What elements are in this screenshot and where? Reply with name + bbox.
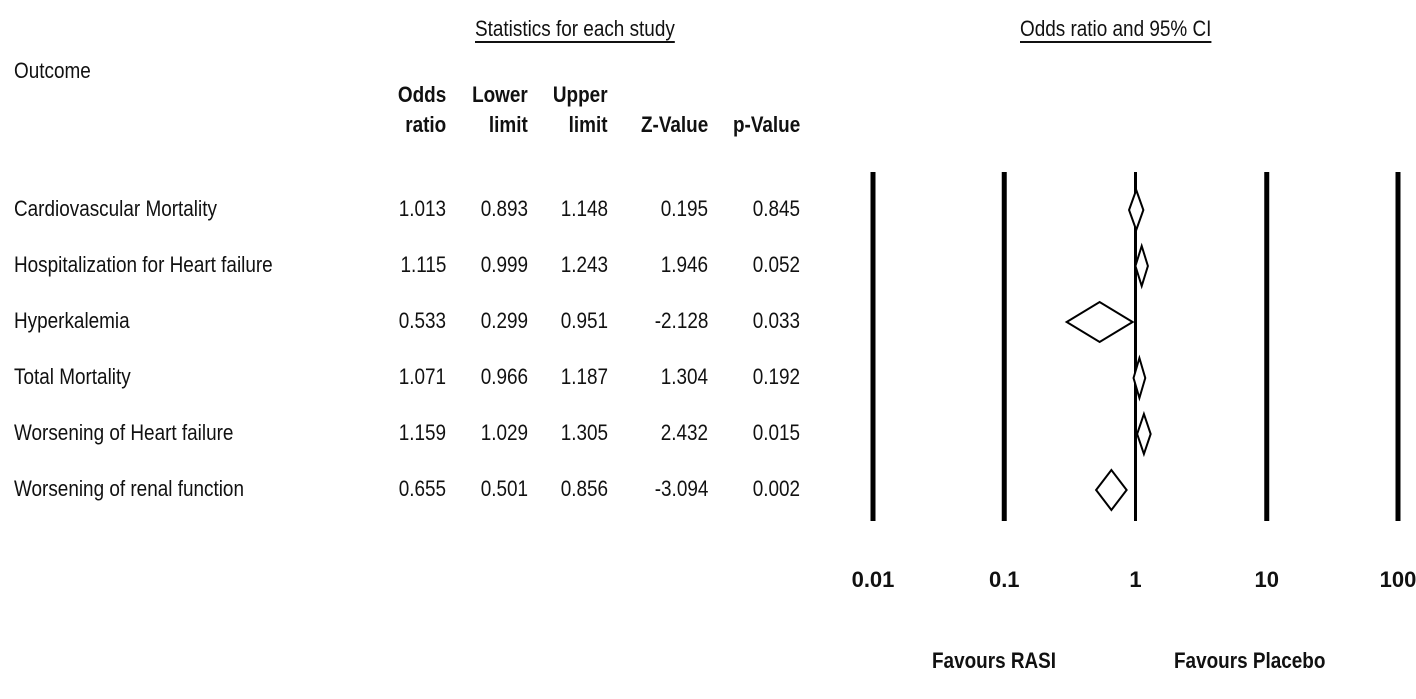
column-header-z-line2: Z-Value	[640, 112, 708, 137]
favours-right-label: Favours Placebo	[1174, 648, 1326, 673]
column-header-or: Odds ratio	[398, 80, 446, 140]
x-tick-label: 0.01	[852, 567, 895, 592]
cell-or: 0.533	[398, 308, 446, 333]
x-tick-label: 1	[1129, 567, 1141, 592]
point-diamond	[1094, 468, 1128, 512]
cell-lower: 0.501	[480, 476, 528, 501]
cell-p: 0.033	[752, 308, 800, 333]
row-label: Hospitalization for Heart failure	[14, 252, 273, 277]
column-header-or-line2: ratio	[404, 112, 446, 137]
row-label: Worsening of renal function	[14, 476, 244, 501]
cell-upper: 1.148	[560, 196, 608, 221]
cell-p: 0.845	[752, 196, 800, 221]
cell-z: -2.128	[654, 308, 708, 333]
column-header-lower-line1: Lower	[472, 82, 528, 107]
row-label: Total Mortality	[14, 364, 131, 389]
cell-upper: 1.305	[560, 420, 608, 445]
row-label: Worsening of Heart failure	[14, 420, 234, 445]
cell-p: 0.002	[752, 476, 800, 501]
point-diamond	[1127, 187, 1145, 233]
cell-lower: 1.029	[480, 420, 528, 445]
cell-or: 1.115	[400, 252, 446, 277]
row-label: Hyperkalemia	[14, 308, 130, 333]
cell-z: 0.195	[660, 196, 708, 221]
plot-title: Odds ratio and 95% CI	[1020, 16, 1212, 41]
x-tick-label: 100	[1380, 567, 1416, 592]
column-header-or-line1: Odds	[397, 82, 446, 107]
column-header-p: p-Value	[733, 80, 800, 140]
x-tick-label: 0.1	[989, 567, 1020, 592]
cell-lower: 0.999	[480, 252, 528, 277]
cell-z: 1.304	[660, 364, 708, 389]
column-header-lower-line2: limit	[489, 112, 528, 137]
cell-lower: 0.893	[480, 196, 528, 221]
cell-p: 0.052	[752, 252, 800, 277]
cell-or: 1.159	[398, 420, 446, 445]
cell-z: 1.946	[660, 252, 708, 277]
cell-upper: 1.243	[560, 252, 608, 277]
x-tick-label: 10	[1255, 567, 1279, 592]
point-diamond	[1132, 354, 1147, 402]
cell-upper: 0.856	[560, 476, 608, 501]
cell-or: 1.071	[398, 364, 446, 389]
cell-p: 0.192	[752, 364, 800, 389]
column-header-upper: Upper limit	[553, 80, 608, 140]
stats-title: Statistics for each study	[475, 16, 675, 41]
column-header-upper-line1: Upper	[553, 82, 608, 107]
column-header-upper-line2: limit	[569, 112, 608, 137]
column-header-lower: Lower limit	[472, 80, 528, 140]
cell-lower: 0.299	[480, 308, 528, 333]
point-diamond	[1134, 242, 1149, 290]
column-header-z: Z-Value	[641, 80, 708, 140]
cell-z: 2.432	[660, 420, 708, 445]
row-label: Cardiovascular Mortality	[14, 196, 217, 221]
column-header-p-line2: p-Value	[732, 112, 800, 137]
cell-lower: 0.966	[480, 364, 528, 389]
cell-or: 0.655	[398, 476, 446, 501]
cell-upper: 1.187	[560, 364, 608, 389]
cell-upper: 0.951	[560, 308, 608, 333]
point-diamond	[1064, 300, 1135, 344]
cell-z: -3.094	[654, 476, 708, 501]
outcome-header: Outcome	[14, 58, 91, 83]
favours-left-label: Favours RASI	[932, 648, 1057, 673]
cell-p: 0.015	[752, 420, 800, 445]
point-diamond	[1136, 410, 1152, 458]
cell-or: 1.013	[398, 196, 446, 221]
